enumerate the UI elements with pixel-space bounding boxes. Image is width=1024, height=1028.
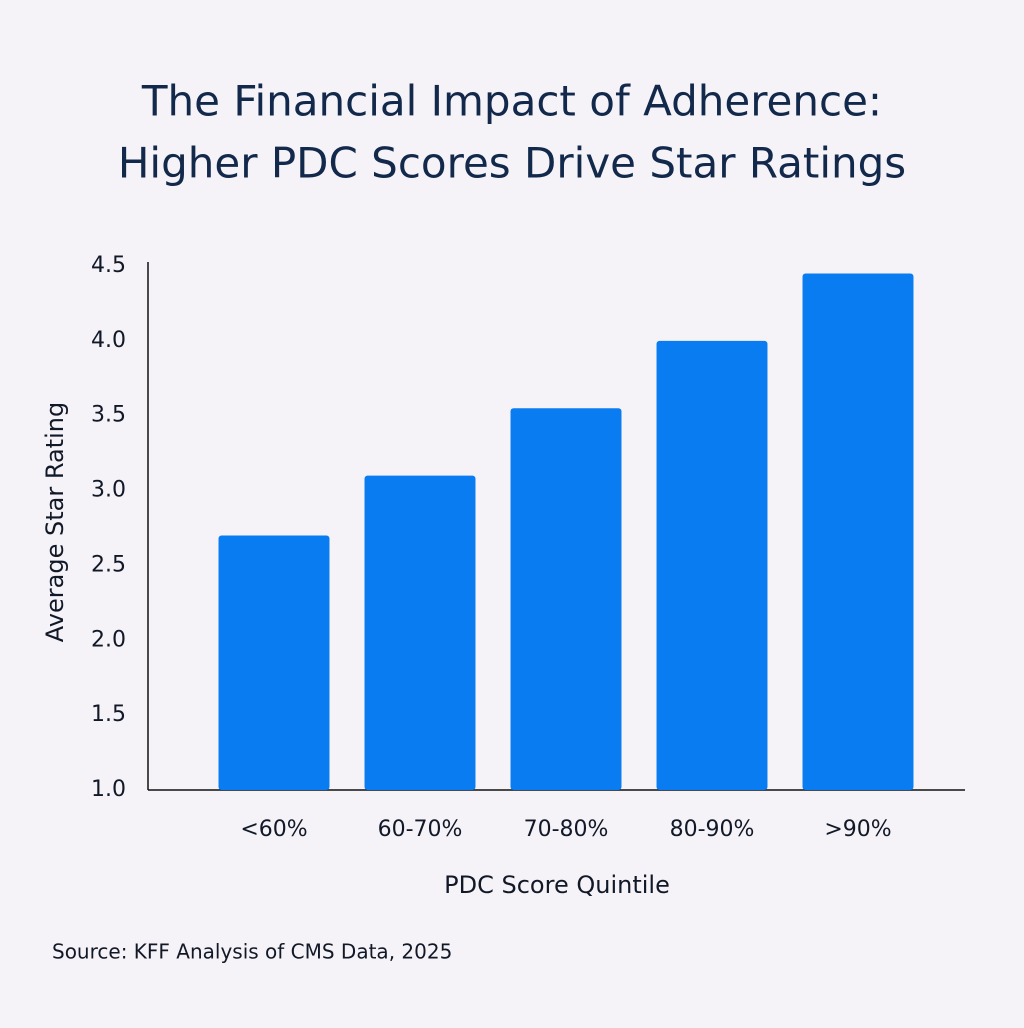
y-tick-label: 2.5 xyxy=(91,552,126,577)
y-tick-label: 2.0 xyxy=(91,627,126,652)
y-tick-label: 4.0 xyxy=(91,328,126,353)
y-axis-title: Average Star Rating xyxy=(41,402,69,642)
y-tick-label: 1.0 xyxy=(91,777,126,802)
chart-title: Higher PDC Scores Drive Star Ratings xyxy=(118,139,906,188)
y-tick-label: 3.5 xyxy=(91,403,126,428)
x-axis-title: PDC Score Quintile xyxy=(444,871,670,899)
x-tick-label: 80-90% xyxy=(670,817,755,842)
bar xyxy=(364,475,476,790)
x-tick-label: 70-80% xyxy=(524,817,609,842)
source-note: Source: KFF Analysis of CMS Data, 2025 xyxy=(52,940,452,964)
x-tick-label: >90% xyxy=(824,817,891,842)
bar xyxy=(656,340,768,790)
bar xyxy=(802,273,914,790)
x-tick-label: <60% xyxy=(240,817,307,842)
chart-title: The Financial Impact of Adherence: xyxy=(141,77,882,126)
bar xyxy=(510,408,622,790)
x-tick-label: 60-70% xyxy=(378,817,463,842)
bar xyxy=(218,535,330,790)
y-tick-label: 1.5 xyxy=(91,702,126,727)
y-tick-label: 3.0 xyxy=(91,478,126,503)
y-tick-label: 4.5 xyxy=(91,253,126,278)
